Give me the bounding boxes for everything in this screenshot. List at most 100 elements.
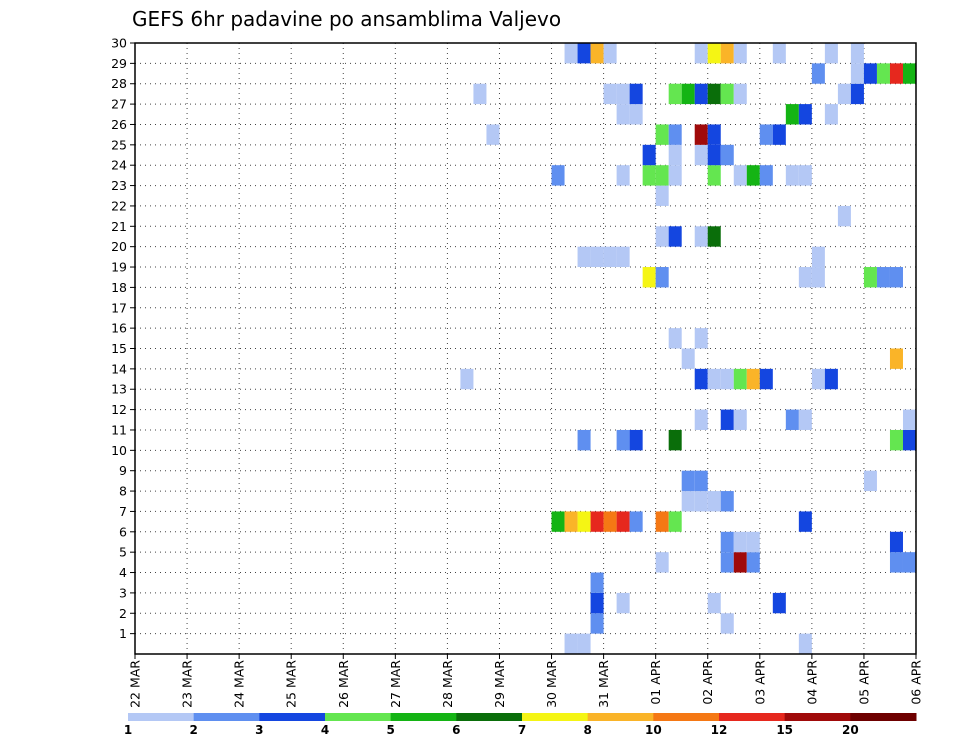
colorbar-label: 8: [583, 723, 591, 737]
y-tick-label: 30: [111, 36, 127, 51]
y-tick-label: 14: [111, 361, 127, 376]
precip-cell: [837, 83, 851, 105]
y-tick-label: 20: [111, 239, 127, 254]
x-tick-label: 03 APR: [752, 660, 767, 705]
y-tick-label: 24: [111, 158, 127, 173]
precip-cell: [681, 491, 695, 512]
colorbar-swatch: [259, 713, 326, 721]
precip-cell: [551, 165, 565, 186]
precip-cell: [655, 552, 669, 573]
precip-cell: [720, 144, 734, 166]
precip-cell: [863, 63, 877, 84]
precip-cell: [655, 185, 669, 206]
colorbar-swatch: [390, 713, 457, 721]
precip-cell: [668, 83, 682, 105]
colorbar-label: 6: [452, 723, 460, 737]
precip-cell: [616, 429, 630, 451]
precip-cell: [694, 43, 708, 64]
x-tick-label: 22 MAR: [128, 660, 143, 708]
y-tick-label: 23: [111, 178, 127, 193]
precip-cell: [668, 511, 682, 532]
x-tick-label: 25 MAR: [284, 660, 299, 708]
precip-cell: [772, 43, 786, 64]
precip-cell: [720, 409, 734, 430]
y-tick-label: 21: [111, 219, 127, 234]
colorbar-swatch: [587, 713, 654, 721]
precip-cell: [707, 165, 721, 186]
y-tick-label: 16: [111, 321, 127, 336]
precip-cell: [564, 43, 578, 64]
precip-cell: [694, 83, 708, 105]
data-cells: [460, 43, 916, 654]
precip-cell: [798, 104, 812, 125]
precip-cell: [785, 409, 799, 430]
precip-cell: [681, 348, 695, 369]
precip-cell: [798, 165, 812, 186]
precip-cell: [694, 409, 708, 430]
y-tick-label: 8: [119, 484, 127, 499]
precip-cell: [824, 104, 838, 125]
precip-cell: [811, 246, 825, 268]
precip-cell: [707, 124, 721, 145]
x-tick-label: 26 MAR: [336, 660, 351, 708]
precip-cell: [759, 368, 773, 390]
precip-cell: [902, 552, 916, 573]
precip-cell: [551, 511, 565, 532]
x-tick-label: 02 APR: [700, 660, 715, 705]
x-axis-ticks: 22 MAR 23 MAR 24 MAR 25 MAR 26 MAR 27 MAR 28 M…: [128, 654, 924, 708]
precip-cell: [590, 246, 604, 268]
x-tick-label: 31 MAR: [596, 660, 611, 708]
precip-cell: [694, 368, 708, 390]
precip-cell: [889, 552, 903, 573]
precip-cell: [798, 633, 812, 654]
precip-cell: [707, 368, 721, 390]
chart-title: GEFS 6hr padavine po ansamblima Valjevo: [132, 7, 561, 31]
colorbar-swatch: [784, 713, 851, 721]
precip-cell: [876, 63, 890, 84]
precip-cell: [681, 83, 695, 105]
y-tick-label: 17: [111, 300, 127, 315]
precip-cell: [733, 552, 747, 573]
precip-cell: [850, 83, 864, 105]
colorbar-swatch: [128, 713, 195, 721]
y-tick-label: 28: [111, 76, 127, 91]
precip-cell: [889, 531, 903, 553]
precip-cell: [746, 368, 760, 390]
precip-cell: [863, 470, 877, 492]
precip-cell: [876, 267, 890, 288]
y-tick-label: 12: [111, 402, 127, 417]
precip-cell: [707, 43, 721, 64]
precip-cell: [889, 63, 903, 84]
x-tick-label: 27 MAR: [388, 660, 403, 708]
y-tick-label: 27: [111, 97, 127, 112]
colorbar-label: 10: [645, 723, 662, 737]
precip-cell: [707, 83, 721, 105]
precip-cell: [655, 226, 669, 247]
precip-cell: [733, 165, 747, 186]
y-tick-label: 7: [119, 504, 127, 519]
precip-cell: [590, 572, 604, 593]
y-tick-label: 3: [119, 585, 127, 600]
precip-cell: [707, 592, 721, 614]
precip-cell: [746, 165, 760, 186]
precip-cell: [694, 328, 708, 349]
y-tick-label: 19: [111, 260, 127, 275]
precip-cell: [629, 429, 643, 451]
precip-cell: [824, 368, 838, 390]
precip-cell: [616, 246, 630, 268]
precip-cell: [850, 43, 864, 64]
precip-cell: [668, 226, 682, 247]
x-tick-label: 29 MAR: [492, 660, 507, 708]
precip-cell: [668, 124, 682, 145]
y-tick-label: 15: [111, 341, 127, 356]
y-tick-label: 2: [119, 606, 127, 621]
precip-cell: [668, 165, 682, 186]
y-tick-label: 4: [119, 565, 127, 580]
colorbar-label: 15: [776, 723, 793, 737]
precip-cell: [772, 124, 786, 145]
x-tick-label: 05 APR: [856, 660, 871, 705]
y-tick-label: 26: [111, 117, 127, 132]
precip-cell: [642, 144, 656, 166]
precip-cell: [759, 165, 773, 186]
